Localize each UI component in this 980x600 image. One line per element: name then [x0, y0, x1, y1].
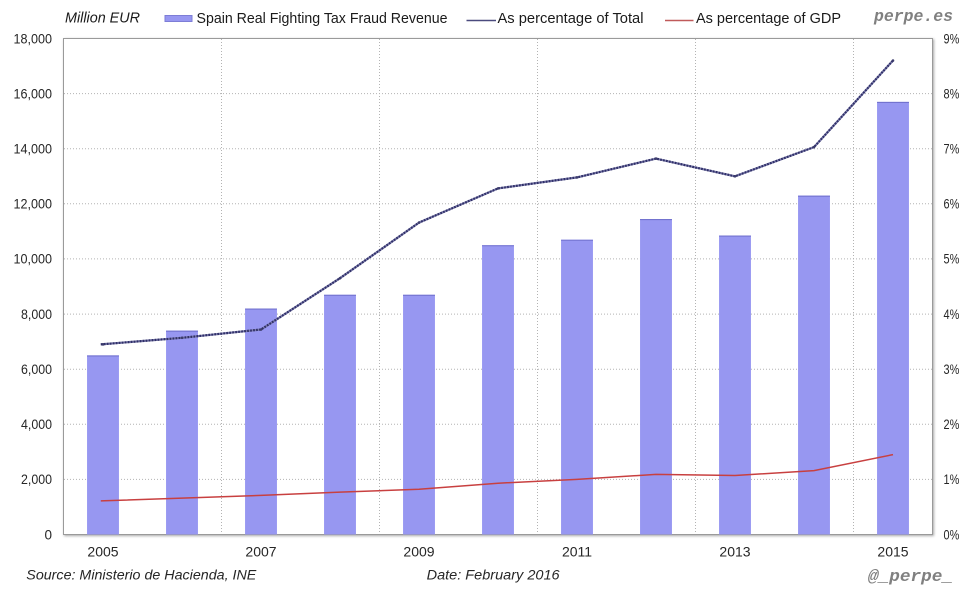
- svg-text:3%: 3%: [944, 362, 960, 377]
- svg-text:9%: 9%: [944, 31, 960, 46]
- svg-text:2013: 2013: [719, 544, 750, 560]
- svg-text:4,000: 4,000: [21, 417, 52, 432]
- svg-text:Spain Real Fighting Tax Fraud: Spain Real Fighting Tax Fraud Revenue: [197, 10, 448, 27]
- svg-text:8,000: 8,000: [21, 307, 52, 322]
- svg-text:Date: February 2016: Date: February 2016: [427, 568, 561, 583]
- svg-text:16,000: 16,000: [14, 86, 53, 101]
- svg-text:2005: 2005: [87, 544, 118, 560]
- svg-text:18,000: 18,000: [14, 31, 53, 46]
- svg-text:As percentage of GDP: As percentage of GDP: [696, 10, 841, 27]
- svg-text:10,000: 10,000: [14, 252, 53, 267]
- svg-text:12,000: 12,000: [14, 197, 53, 212]
- svg-text:7%: 7%: [944, 142, 960, 157]
- svg-text:2007: 2007: [245, 544, 276, 560]
- svg-text:0%: 0%: [944, 527, 960, 542]
- svg-text:As percentage of Total: As percentage of Total: [498, 10, 644, 27]
- svg-text:@_perpe_: @_perpe_: [868, 567, 953, 586]
- svg-text:2%: 2%: [944, 417, 960, 432]
- svg-text:2009: 2009: [403, 544, 434, 560]
- svg-text:2,000: 2,000: [21, 472, 52, 487]
- svg-text:1%: 1%: [944, 472, 960, 487]
- svg-text:4%: 4%: [944, 307, 960, 322]
- svg-text:8%: 8%: [944, 86, 960, 101]
- svg-text:2011: 2011: [562, 544, 592, 560]
- svg-text:6,000: 6,000: [21, 362, 52, 377]
- svg-text:perpe.es: perpe.es: [873, 7, 953, 26]
- svg-text:2015: 2015: [877, 544, 908, 560]
- svg-text:6%: 6%: [944, 197, 960, 212]
- svg-text:Source: Ministerio de Hacienda: Source: Ministerio de Hacienda, INE: [26, 568, 257, 583]
- svg-text:0: 0: [44, 527, 52, 542]
- svg-text:Million EUR: Million EUR: [65, 10, 140, 27]
- svg-text:5%: 5%: [944, 252, 960, 267]
- svg-text:14,000: 14,000: [14, 142, 53, 157]
